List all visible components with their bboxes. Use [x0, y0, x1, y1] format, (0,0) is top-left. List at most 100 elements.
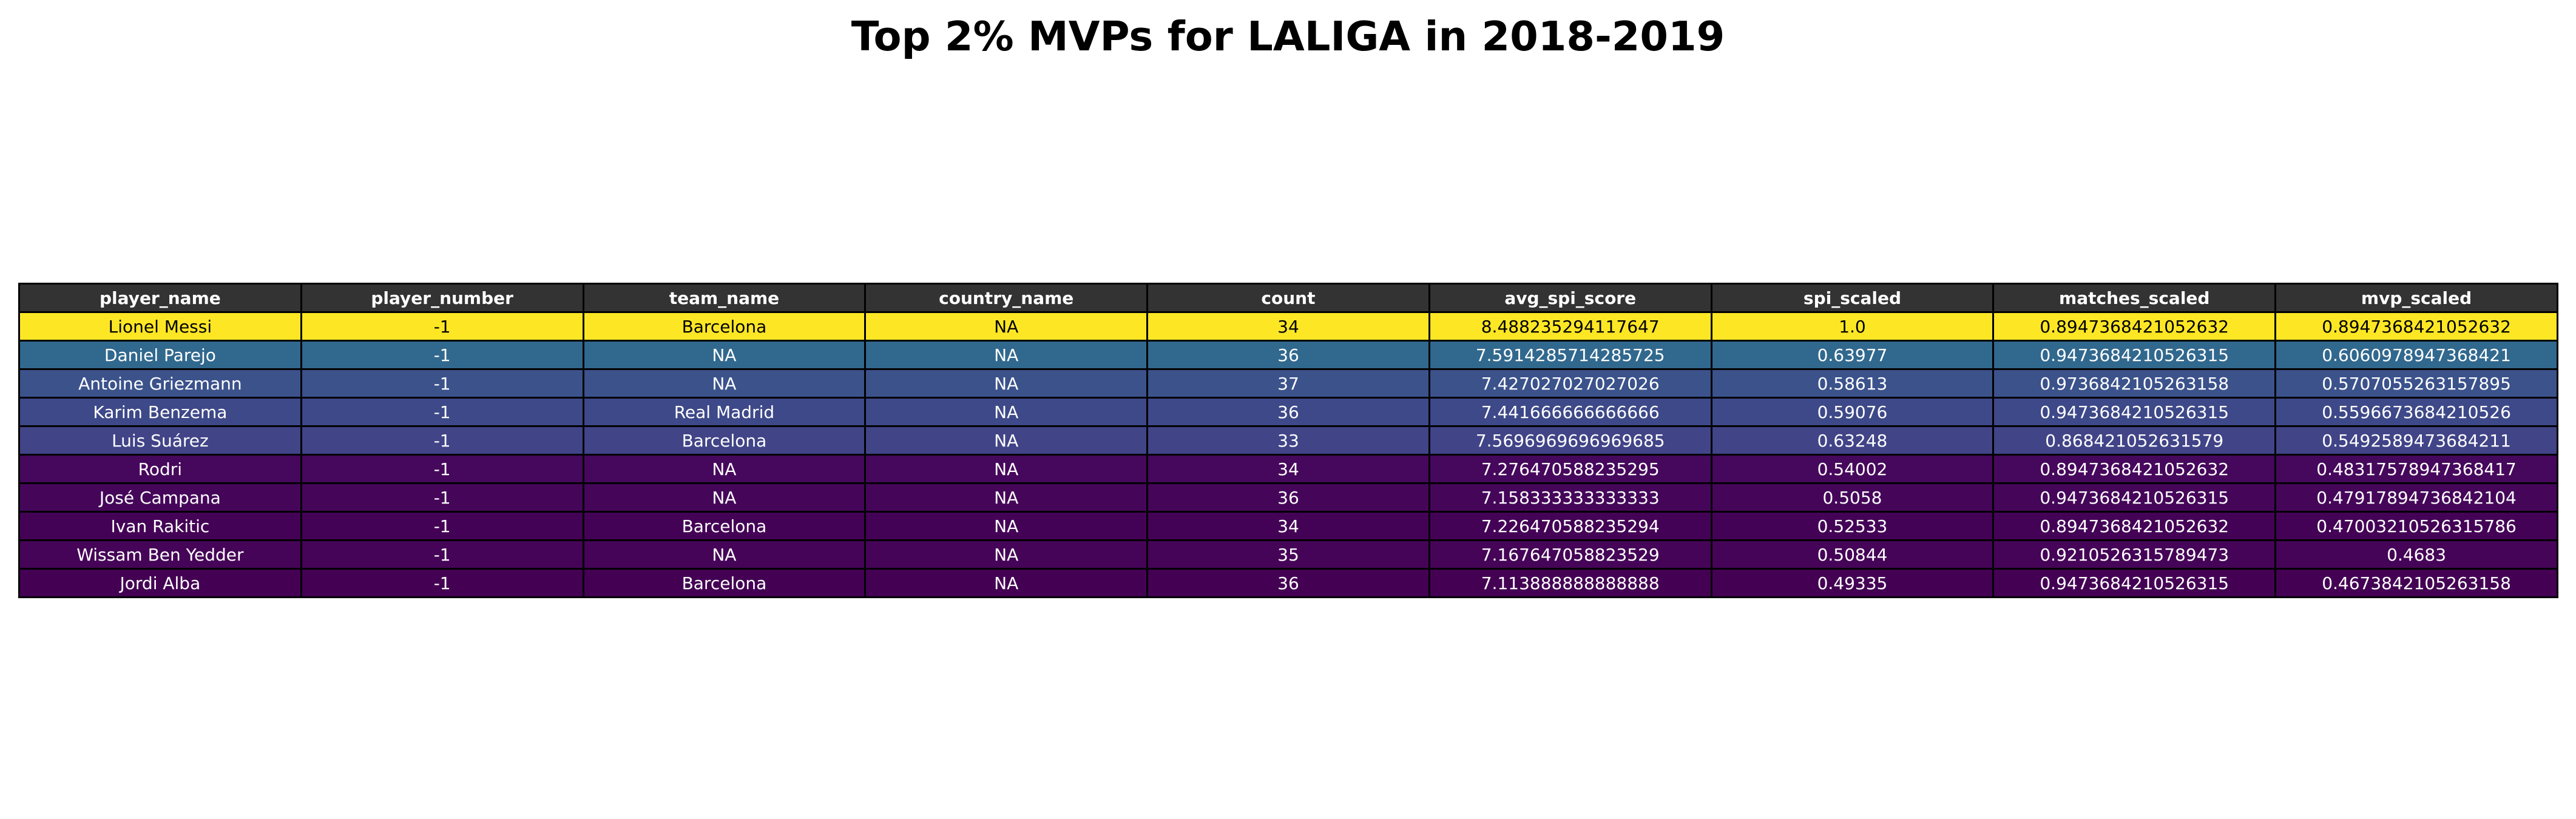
cell-matches-scaled: 0.8947368421052632: [1992, 511, 2277, 541]
cell-player-name: Rodri: [18, 454, 302, 484]
cell-player-name: Wissam Ben Yedder: [18, 539, 302, 570]
cell-spi-scaled: 1.0: [1710, 311, 1995, 342]
table-row: Karim Benzema -1 Real Madrid NA 36 7.44166666…: [18, 397, 2558, 427]
cell-avg-spi-score: 7.441666666666666: [1428, 397, 1712, 427]
cell-team-name: NA: [582, 539, 867, 570]
cell-count: 34: [1146, 454, 1430, 484]
cell-mvp-scaled: 0.5492589473684211: [2274, 425, 2558, 456]
cell-count: 36: [1146, 397, 1430, 427]
cell-avg-spi-score: 7.167647058823529: [1428, 539, 1712, 570]
cell-mvp-scaled: 0.6060978947368421: [2274, 340, 2558, 370]
cell-player-name: Ivan Rakitic: [18, 511, 302, 541]
cell-avg-spi-score: 7.226470588235294: [1428, 511, 1712, 541]
column-header-spi-scaled: spi_scaled: [1710, 283, 1995, 313]
cell-mvp-scaled: 0.8947368421052632: [2274, 311, 2558, 342]
cell-avg-spi-score: 8.488235294117647: [1428, 311, 1712, 342]
cell-player-number: -1: [300, 311, 584, 342]
cell-country-name: NA: [864, 397, 1149, 427]
cell-mvp-scaled: 0.47917894736842104: [2274, 482, 2558, 513]
cell-mvp-scaled: 0.48317578947368417: [2274, 454, 2558, 484]
table-row: Daniel Parejo -1 NA NA 36 7.5914285714285725 0…: [18, 340, 2558, 370]
cell-player-name: Antoine Griezmann: [18, 368, 302, 399]
table-row: José Campana -1 NA NA 36 7.158333333333333 0.5…: [18, 482, 2558, 513]
mvp-table: player_name player_number team_name country…: [18, 283, 2558, 598]
cell-team-name: NA: [582, 482, 867, 513]
cell-player-name: Lionel Messi: [18, 311, 302, 342]
cell-spi-scaled: 0.59076: [1710, 397, 1995, 427]
cell-country-name: NA: [864, 311, 1149, 342]
cell-avg-spi-score: 7.158333333333333: [1428, 482, 1712, 513]
cell-player-name: Luis Suárez: [18, 425, 302, 456]
table-row: Lionel Messi -1 Barcelona NA 34 8.48823529411…: [18, 311, 2558, 342]
cell-player-name: José Campana: [18, 482, 302, 513]
cell-avg-spi-score: 7.427027027027026: [1428, 368, 1712, 399]
cell-matches-scaled: 0.9473684210526315: [1992, 568, 2277, 598]
cell-country-name: NA: [864, 425, 1149, 456]
cell-count: 34: [1146, 511, 1430, 541]
cell-count: 35: [1146, 539, 1430, 570]
cell-mvp-scaled: 0.4673842105263158: [2274, 568, 2558, 598]
cell-matches-scaled: 0.8947368421052632: [1992, 454, 2277, 484]
cell-player-number: -1: [300, 425, 584, 456]
header-row: player_name player_number team_name country…: [18, 283, 2558, 313]
cell-spi-scaled: 0.54002: [1710, 454, 1995, 484]
cell-spi-scaled: 0.63977: [1710, 340, 1995, 370]
cell-team-name: NA: [582, 454, 867, 484]
cell-player-name: Karim Benzema: [18, 397, 302, 427]
mvp-table-container: player_name player_number team_name country…: [18, 283, 2558, 598]
table-row: Rodri -1 NA NA 34 7.276470588235295 0.54002 0.8…: [18, 454, 2558, 484]
cell-count: 37: [1146, 368, 1430, 399]
cell-player-number: -1: [300, 397, 584, 427]
cell-count: 36: [1146, 482, 1430, 513]
cell-team-name: NA: [582, 340, 867, 370]
cell-matches-scaled: 0.9736842105263158: [1992, 368, 2277, 399]
cell-country-name: NA: [864, 340, 1149, 370]
cell-count: 33: [1146, 425, 1430, 456]
cell-team-name: Real Madrid: [582, 397, 867, 427]
cell-spi-scaled: 0.58613: [1710, 368, 1995, 399]
cell-matches-scaled: 0.9210526315789473: [1992, 539, 2277, 570]
cell-country-name: NA: [864, 482, 1149, 513]
cell-count: 34: [1146, 311, 1430, 342]
cell-country-name: NA: [864, 539, 1149, 570]
cell-team-name: Barcelona: [582, 311, 867, 342]
column-header-mvp-scaled: mvp_scaled: [2274, 283, 2558, 313]
cell-country-name: NA: [864, 511, 1149, 541]
cell-avg-spi-score: 7.276470588235295: [1428, 454, 1712, 484]
cell-player-number: -1: [300, 340, 584, 370]
cell-avg-spi-score: 7.5914285714285725: [1428, 340, 1712, 370]
column-header-player-name: player_name: [18, 283, 302, 313]
column-header-matches-scaled: matches_scaled: [1992, 283, 2277, 313]
cell-spi-scaled: 0.50844: [1710, 539, 1995, 570]
cell-matches-scaled: 0.8947368421052632: [1992, 311, 2277, 342]
chart-title: Top 2% MVPs for LALIGA in 2018-2019: [851, 13, 1725, 60]
cell-matches-scaled: 0.868421052631579: [1992, 425, 2277, 456]
column-header-avg-spi-score: avg_spi_score: [1428, 283, 1712, 313]
cell-avg-spi-score: 7.5696969696969685: [1428, 425, 1712, 456]
cell-count: 36: [1146, 340, 1430, 370]
cell-country-name: NA: [864, 568, 1149, 598]
cell-mvp-scaled: 0.47003210526315786: [2274, 511, 2558, 541]
cell-spi-scaled: 0.5058: [1710, 482, 1995, 513]
cell-mvp-scaled: 0.4683: [2274, 539, 2558, 570]
table-body: Lionel Messi -1 Barcelona NA 34 8.48823529411…: [18, 311, 2558, 598]
table-row: Jordi Alba -1 Barcelona NA 36 7.1138888888888…: [18, 568, 2558, 598]
column-header-player-number: player_number: [300, 283, 584, 313]
table-row: Antoine Griezmann -1 NA NA 37 7.4270270270270…: [18, 368, 2558, 399]
cell-matches-scaled: 0.9473684210526315: [1992, 397, 2277, 427]
cell-team-name: Barcelona: [582, 568, 867, 598]
cell-player-name: Daniel Parejo: [18, 340, 302, 370]
cell-matches-scaled: 0.9473684210526315: [1992, 482, 2277, 513]
table-header: player_name player_number team_name country…: [18, 283, 2558, 313]
cell-spi-scaled: 0.63248: [1710, 425, 1995, 456]
cell-spi-scaled: 0.49335: [1710, 568, 1995, 598]
cell-matches-scaled: 0.9473684210526315: [1992, 340, 2277, 370]
table-row: Ivan Rakitic -1 Barcelona NA 34 7.22647058823…: [18, 511, 2558, 541]
cell-mvp-scaled: 0.5707055263157895: [2274, 368, 2558, 399]
cell-player-number: -1: [300, 454, 584, 484]
cell-avg-spi-score: 7.113888888888888: [1428, 568, 1712, 598]
cell-player-number: -1: [300, 539, 584, 570]
cell-player-number: -1: [300, 482, 584, 513]
cell-country-name: NA: [864, 368, 1149, 399]
cell-team-name: Barcelona: [582, 425, 867, 456]
